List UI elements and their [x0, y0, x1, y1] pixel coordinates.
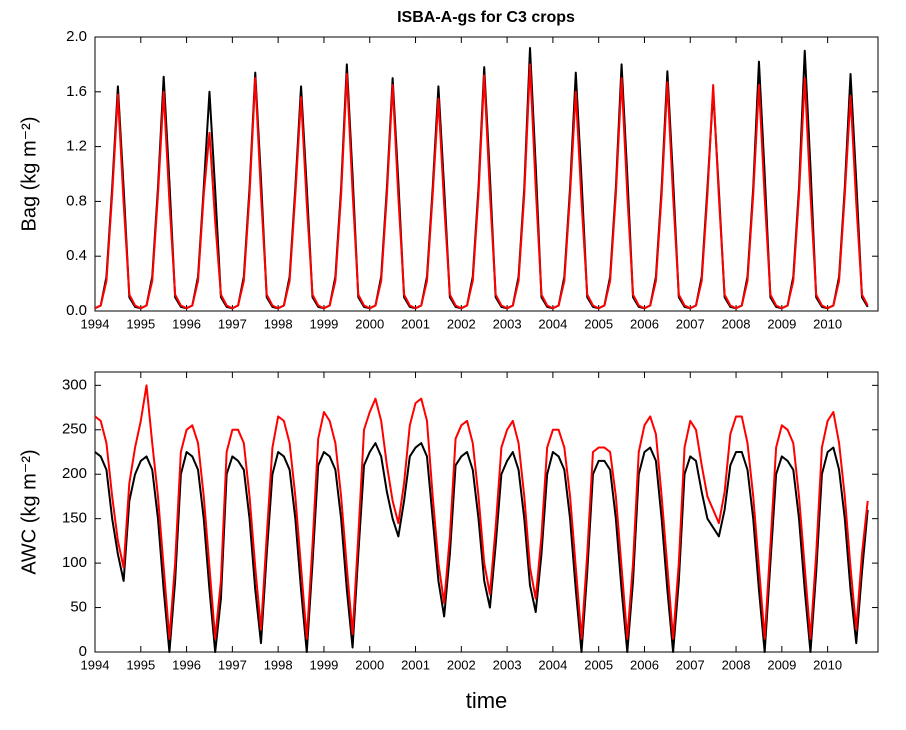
x-tick-label: 1994 [81, 316, 110, 331]
plot-frame [94, 36, 879, 312]
x-tick-label: 1997 [218, 657, 247, 672]
x-tick-label: 2000 [355, 316, 384, 331]
x-tick-label: 1995 [126, 316, 155, 331]
chart-title: ISBA-A-gs for C3 crops [397, 9, 575, 26]
plot-frame [94, 371, 879, 653]
y-tick-label: 0.8 [66, 192, 87, 209]
x-tick-label: 1999 [309, 316, 338, 331]
x-tick-label: 2006 [630, 657, 659, 672]
x-tick-label: 2005 [584, 657, 613, 672]
x-tick-label: 2001 [401, 316, 430, 331]
x-tick-label: 1998 [264, 657, 293, 672]
y-tick-label: 0.4 [66, 247, 87, 264]
y-tick-label: 100 [62, 554, 87, 571]
y-tick-label: 0.0 [66, 302, 87, 319]
y-axis-label: AWC (kg m⁻²) [18, 449, 40, 574]
x-tick-label: 2010 [813, 316, 842, 331]
x-tick-label: 2000 [355, 657, 384, 672]
x-tick-label: 2002 [447, 657, 476, 672]
x-tick-label: 2007 [676, 316, 705, 331]
x-tick-label: 1994 [81, 657, 110, 672]
x-tick-label: 1999 [309, 657, 338, 672]
y-tick-label: 300 [62, 376, 87, 393]
x-tick-label: 2004 [538, 657, 567, 672]
x-axis-label: time [466, 688, 508, 713]
x-tick-label: 1998 [264, 316, 293, 331]
x-tick-label: 2010 [813, 657, 842, 672]
x-tick-label: 2008 [722, 657, 751, 672]
y-tick-label: 1.2 [66, 138, 87, 155]
series-line [94, 384, 869, 640]
x-tick-label: 2001 [401, 657, 430, 672]
x-tick-label: 2006 [630, 316, 659, 331]
y-tick-label: 200 [62, 465, 87, 482]
x-tick-label: 1995 [126, 657, 155, 672]
y-axis-label: Bag (kg m⁻²) [18, 116, 40, 231]
x-tick-label: 2008 [722, 316, 751, 331]
x-tick-label: 1996 [172, 657, 201, 672]
x-tick-label: 2003 [493, 657, 522, 672]
x-tick-label: 2009 [767, 657, 796, 672]
y-tick-label: 1.6 [66, 83, 87, 100]
x-tick-label: 2004 [538, 316, 567, 331]
y-tick-label: 50 [70, 599, 87, 616]
series-line [94, 46, 869, 310]
x-tick-label: 2009 [767, 316, 796, 331]
y-tick-label: 0 [79, 643, 87, 660]
x-tick-label: 2005 [584, 316, 613, 331]
series-line [94, 63, 869, 310]
x-tick-label: 1996 [172, 316, 201, 331]
y-tick-label: 150 [62, 510, 87, 527]
x-tick-label: 1997 [218, 316, 247, 331]
y-tick-label: 2.0 [66, 28, 87, 45]
x-tick-label: 2003 [493, 316, 522, 331]
x-tick-label: 2007 [676, 657, 705, 672]
x-tick-label: 2002 [447, 316, 476, 331]
y-tick-label: 250 [62, 421, 87, 438]
